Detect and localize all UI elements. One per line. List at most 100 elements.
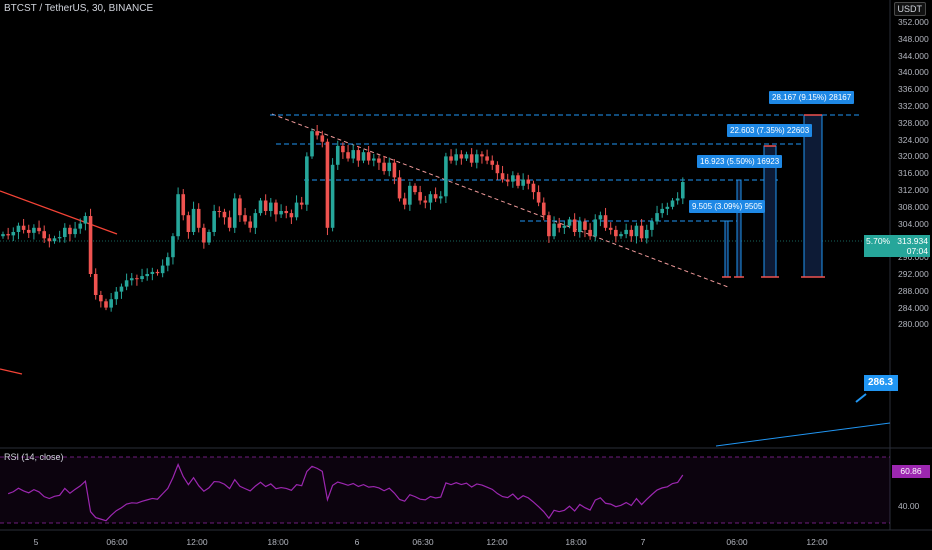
candle-body	[377, 158, 381, 163]
candle-body	[196, 208, 201, 228]
candle-body	[392, 162, 397, 178]
candle-body	[480, 154, 484, 157]
price-tick: 288.000	[898, 285, 929, 296]
candle-body	[26, 229, 31, 233]
candle-body	[361, 152, 366, 161]
candle-body	[145, 274, 149, 277]
time-tick: 06:00	[726, 537, 748, 547]
candle-body	[284, 211, 289, 214]
price-tick: 348.000	[898, 33, 929, 44]
candle-body	[109, 299, 113, 308]
candle-body	[578, 221, 582, 232]
candle-body	[6, 234, 10, 236]
time-tick: 7	[640, 537, 646, 547]
chart-title: BTCST / TetherUS, 30, BINANCE	[4, 3, 154, 14]
price-tick: 320.000	[898, 151, 929, 162]
candle-body	[320, 135, 325, 142]
candle-body	[346, 152, 350, 159]
candle-body	[624, 229, 628, 235]
candle-body	[42, 231, 46, 239]
rsi-tick: 40.00	[898, 501, 920, 511]
measure-box-2	[734, 179, 744, 278]
candle-body	[670, 200, 675, 207]
candle-body	[191, 208, 196, 232]
candle-body	[135, 278, 139, 280]
rsi-title[interactable]: RSI (14, close)	[4, 452, 64, 462]
candles	[1, 125, 685, 312]
candle-body	[516, 175, 520, 186]
candle-body	[572, 219, 577, 232]
candle-body	[181, 194, 186, 216]
price-axis[interactable]	[890, 0, 932, 530]
candle-body	[433, 194, 438, 199]
candle-body	[16, 225, 21, 232]
time-tick: 18:00	[267, 537, 289, 547]
rsi-value-badge: 60.86	[892, 465, 930, 478]
trend-line-left-upper	[0, 190, 118, 235]
ascending-trend-line	[715, 422, 891, 447]
candle-body	[588, 229, 592, 237]
candle-body	[397, 177, 402, 199]
candle-body	[598, 215, 603, 220]
price-tick: 284.000	[898, 302, 929, 313]
measure-label-4: 28.167 (9.15%) 28167	[769, 91, 855, 104]
candle-body	[356, 150, 361, 161]
time-tick: 6	[354, 537, 360, 547]
time-tick: 06:00	[106, 537, 128, 547]
last-price: 313.934	[897, 236, 928, 246]
candle-body	[608, 227, 613, 230]
candle-body	[63, 227, 67, 238]
candle-body	[207, 232, 211, 243]
candle-body	[428, 194, 433, 203]
time-tick: 12:00	[806, 537, 828, 547]
candle-body	[547, 215, 551, 237]
candle-body	[418, 192, 422, 201]
measure-box-4	[801, 114, 825, 278]
candle-body	[660, 208, 664, 214]
candle-body	[562, 225, 567, 228]
candle-body	[413, 185, 417, 193]
candle-body	[438, 196, 443, 199]
measure-box-1	[722, 220, 731, 278]
candle-body	[614, 229, 618, 237]
candle-body	[243, 215, 247, 222]
candle-body	[644, 229, 649, 239]
candle-body	[269, 202, 273, 211]
candle-body	[114, 291, 119, 300]
candle-body	[583, 221, 587, 230]
candle-body	[423, 200, 428, 203]
trend-line-left-lower	[0, 368, 23, 375]
candle-body	[186, 215, 191, 232]
candle-body	[222, 211, 227, 218]
candle-body	[57, 237, 62, 239]
candle-body	[464, 154, 469, 159]
price-tick: 312.000	[898, 185, 929, 195]
candle-body	[387, 162, 392, 172]
price-tick: 280.000	[898, 319, 929, 330]
currency-button[interactable]: USDT	[893, 2, 926, 16]
candle-body	[140, 276, 144, 280]
trend-line-price-badge: 286.3	[864, 375, 898, 391]
candle-body	[541, 202, 546, 216]
candle-body	[335, 145, 340, 165]
candle-body	[32, 227, 36, 233]
candle-body	[294, 202, 299, 218]
candle-body	[330, 164, 335, 228]
candle-body	[675, 198, 680, 201]
price-tick: 328.000	[898, 117, 929, 128]
candle-body	[217, 211, 222, 212]
candle-body	[78, 223, 83, 229]
candle-body	[531, 183, 536, 193]
candle-body	[202, 227, 206, 243]
price-tick: 292.000	[898, 269, 929, 279]
candle-body	[160, 265, 165, 274]
candle-body	[279, 211, 283, 215]
candle-body	[305, 156, 309, 205]
bar-countdown: 07:04	[906, 246, 928, 256]
candle-body	[93, 274, 98, 295]
candle-body	[129, 278, 134, 281]
candle-body	[603, 215, 608, 228]
measure-label-2: 16.923 (5.50%) 16923	[697, 155, 783, 168]
candle-body	[150, 271, 155, 274]
